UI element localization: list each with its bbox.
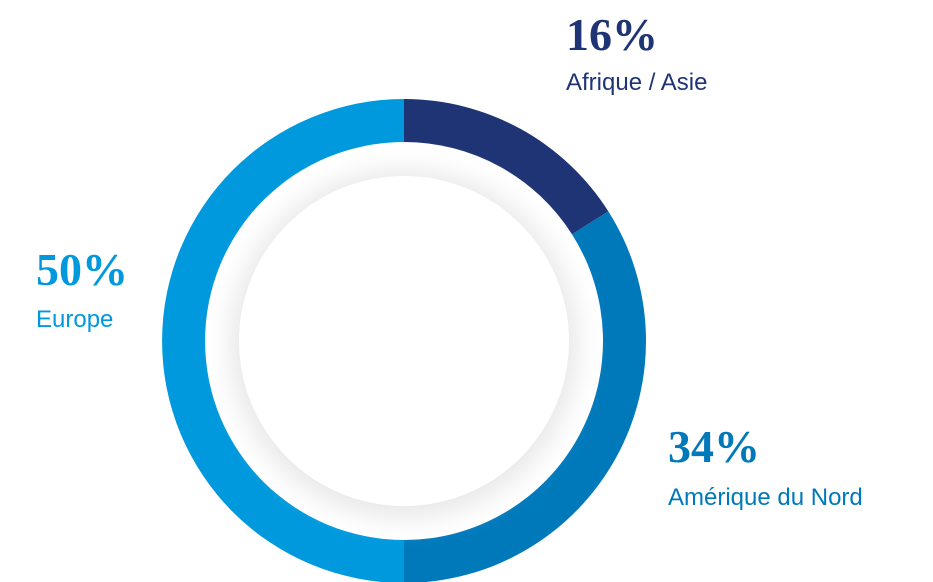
value-label: 34% <box>668 421 760 472</box>
donut-segment <box>404 99 609 235</box>
donut-segment <box>162 99 404 582</box>
value-label: 16% <box>566 9 658 60</box>
category-label: Afrique / Asie <box>566 69 707 96</box>
category-label: Amérique du Nord <box>668 484 863 511</box>
donut-segment <box>404 211 646 582</box>
value-label: 50% <box>36 244 128 295</box>
inner-circle <box>239 176 569 506</box>
donut <box>162 99 646 582</box>
category-label: Europe <box>36 306 113 333</box>
